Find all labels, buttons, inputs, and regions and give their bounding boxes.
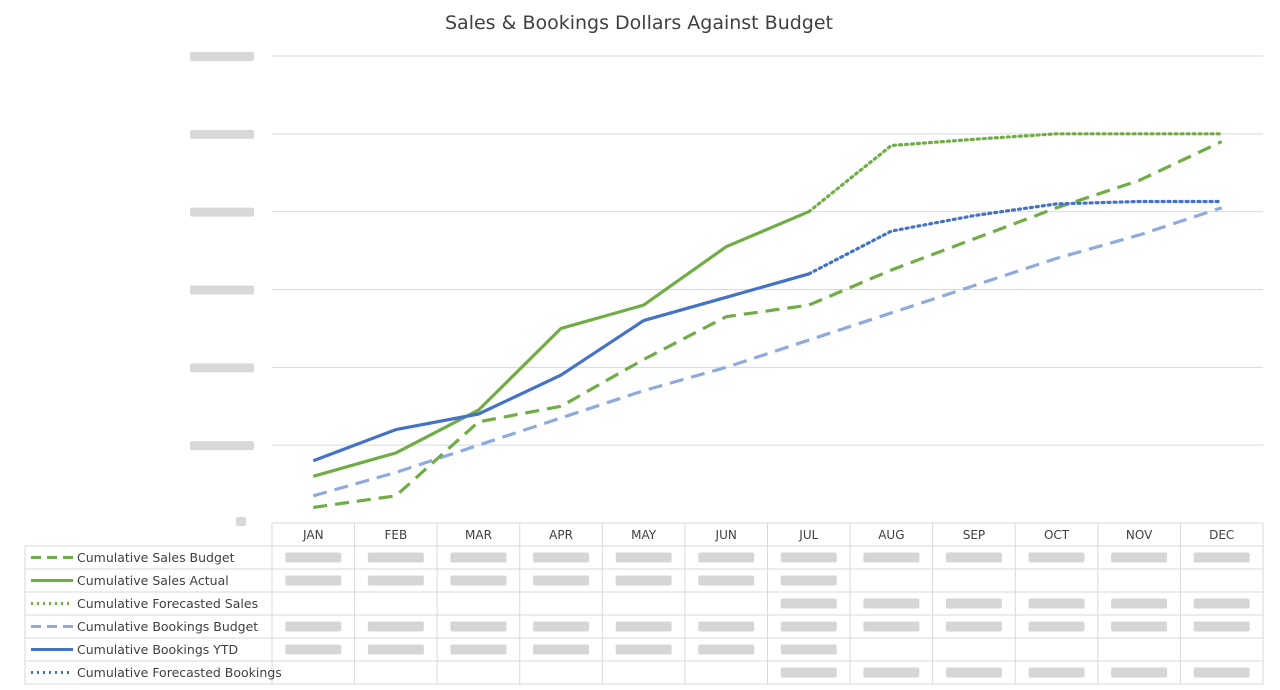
table-cell-blurred xyxy=(698,552,755,563)
table-cell-blurred xyxy=(367,575,424,586)
legend-entry: Cumulative Sales Actual xyxy=(77,573,229,588)
legend-entry: Cumulative Bookings YTD xyxy=(77,642,238,657)
table-cell-blurred xyxy=(1193,621,1250,632)
table-cell-blurred xyxy=(1193,598,1250,609)
table-cell-blurred xyxy=(863,598,920,609)
table-cell-blurred xyxy=(1028,552,1085,563)
table-cell-blurred xyxy=(533,644,590,655)
table-cell-blurred xyxy=(863,621,920,632)
legend-entry: Cumulative Sales Budget xyxy=(77,550,235,565)
table-cell-blurred xyxy=(367,621,424,632)
table-cell-blurred xyxy=(1028,667,1085,678)
y-tick-label-blurred xyxy=(190,52,254,61)
table-cell-blurred xyxy=(615,621,672,632)
table-cell-blurred xyxy=(367,644,424,655)
table-cell-blurred xyxy=(450,575,507,586)
table-cell-blurred xyxy=(780,644,837,655)
x-tick-label: OCT xyxy=(1044,528,1070,542)
table-cell-blurred xyxy=(698,621,755,632)
table-cell-blurred xyxy=(367,552,424,563)
table-cell-blurred xyxy=(450,644,507,655)
table-cell-blurred xyxy=(615,575,672,586)
table-cell-blurred xyxy=(1111,621,1168,632)
x-tick-label: MAY xyxy=(631,528,657,542)
legend-entry: Cumulative Forecasted Bookings xyxy=(77,665,282,680)
legend-entry: Cumulative Forecasted Sales xyxy=(77,596,258,611)
table-cell-blurred xyxy=(1028,621,1085,632)
series-line xyxy=(807,132,1224,214)
series-line xyxy=(312,272,810,463)
x-tick-label: NOV xyxy=(1126,528,1153,542)
table-cell-blurred xyxy=(450,552,507,563)
table-cell-blurred xyxy=(863,552,920,563)
x-tick-label: FEB xyxy=(385,528,408,542)
x-tick-label: SEP xyxy=(963,528,985,542)
series-line xyxy=(312,210,810,478)
y-tick-label-blurred xyxy=(236,517,246,526)
table-cell-blurred xyxy=(285,621,342,632)
table-cell-blurred xyxy=(615,552,672,563)
y-tick-label-blurred xyxy=(190,441,254,451)
table-cell-blurred xyxy=(533,575,590,586)
table-cell-blurred xyxy=(1111,667,1168,678)
table-cell-blurred xyxy=(285,644,342,655)
table-cell-blurred xyxy=(863,667,920,678)
table-cell-blurred xyxy=(945,552,1002,563)
series-line xyxy=(313,140,1223,509)
table-cell-blurred xyxy=(1111,598,1168,609)
table-cell-blurred xyxy=(285,575,342,586)
table-cell-blurred xyxy=(533,552,590,563)
y-tick-label-blurred xyxy=(190,285,254,295)
series-line xyxy=(807,199,1224,276)
x-tick-label: APR xyxy=(549,528,573,542)
table-cell-blurred xyxy=(1193,667,1250,678)
table-cell-blurred xyxy=(698,575,755,586)
table-cell-blurred xyxy=(945,598,1002,609)
table-cell-blurred xyxy=(1111,552,1168,563)
table-cell-blurred xyxy=(285,552,342,563)
table-cell-blurred xyxy=(533,621,590,632)
table-cell-blurred xyxy=(945,667,1002,678)
x-tick-label: JAN xyxy=(302,528,324,542)
table-cell-blurred xyxy=(780,552,837,563)
table-cell-blurred xyxy=(945,621,1002,632)
chart-title: Sales & Bookings Dollars Against Budget xyxy=(444,12,834,34)
y-tick-label-blurred xyxy=(190,363,254,373)
table-cell-blurred xyxy=(780,621,837,632)
x-tick-label: AUG xyxy=(878,528,904,542)
x-tick-label: JUN xyxy=(715,528,737,542)
table-cell-blurred xyxy=(780,598,837,609)
x-tick-label: MAR xyxy=(465,528,492,542)
table-cell-blurred xyxy=(450,621,507,632)
table-cell-blurred xyxy=(780,667,837,678)
y-tick-label-blurred xyxy=(190,207,254,217)
table-cell-blurred xyxy=(1028,598,1085,609)
y-tick-label-blurred xyxy=(190,129,254,139)
table-cell-blurred xyxy=(780,575,837,586)
table-cell-blurred xyxy=(1193,552,1250,563)
series-line xyxy=(312,206,1223,498)
x-tick-label: JUL xyxy=(798,528,818,542)
legend-entry: Cumulative Bookings Budget xyxy=(77,619,258,634)
table-cell-blurred xyxy=(698,644,755,655)
table-cell-blurred xyxy=(615,644,672,655)
x-tick-label: DEC xyxy=(1209,528,1234,542)
